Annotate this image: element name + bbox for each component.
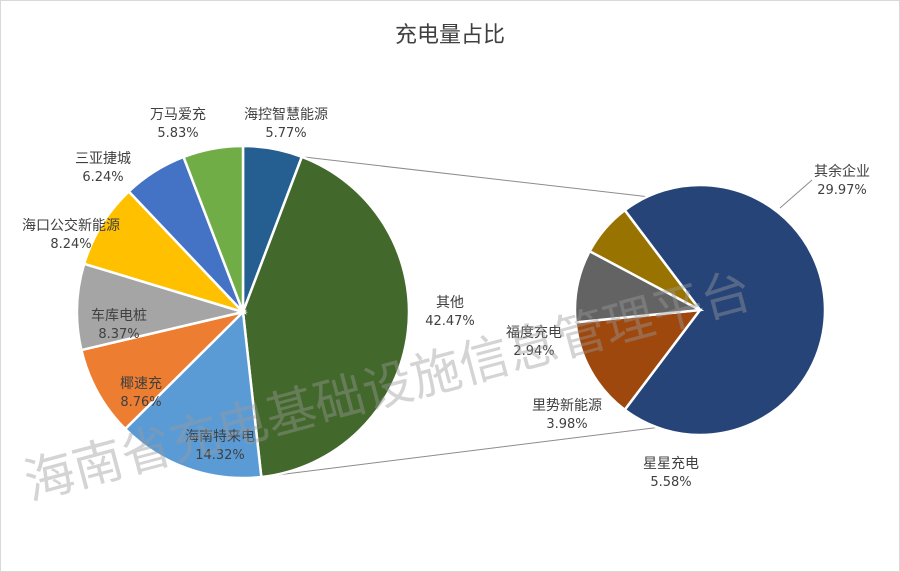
main-label-name-6: 三亚捷城	[75, 151, 131, 167]
secondary-label-name-2: 里势新能源	[532, 398, 602, 414]
connector-line-1	[261, 426, 658, 478]
main-label-name-4: 车库电桩	[91, 307, 147, 324]
secondary-label-pct-3: 2.94%	[513, 344, 554, 359]
main-label-pct-4: 8.37%	[98, 327, 139, 342]
main-slice-2	[123, 309, 263, 480]
main-slice-7	[181, 144, 245, 313]
data-labels: 海控智慧能源 5.77% 其他 42.47% 海南特来电 14.32% 椰速充 8.76% 车库…	[22, 107, 870, 490]
main-label-pct-1: 42.47%	[425, 314, 475, 329]
main-label-name-2: 海南特来电	[185, 429, 255, 445]
main-label-pct-0: 5.77%	[265, 126, 306, 141]
secondary-label-pct-2: 3.98%	[546, 417, 587, 432]
connector-lines	[261, 156, 658, 478]
leader-line-other-enterprises	[779, 179, 813, 209]
main-slice-5	[82, 189, 248, 315]
main-label-pct-2: 14.32%	[195, 448, 245, 463]
main-pie	[75, 144, 411, 480]
main-slice-4	[75, 262, 248, 352]
secondary-pie	[573, 183, 827, 437]
secondary-label-name-3: 福度充电	[506, 325, 562, 341]
connector-line-0	[301, 156, 648, 198]
secondary-label-pct-1: 5.58%	[650, 475, 691, 490]
secondary-label-name-0: 其余企业	[814, 163, 870, 180]
secondary-slice-0	[622, 183, 827, 437]
main-label-pct-5: 8.24%	[50, 237, 91, 252]
main-label-name-1: 其他	[436, 295, 464, 311]
secondary-label-pct-0: 29.97%	[817, 183, 867, 198]
secondary-slice-3	[587, 208, 701, 312]
secondary-label-name-1: 星星充电	[643, 456, 699, 472]
chart-title: 充电量占比	[395, 23, 505, 48]
main-label-pct-3: 8.76%	[120, 395, 161, 410]
main-slice-1	[241, 155, 411, 479]
secondary-slice-1	[574, 308, 703, 412]
main-label-pct-7: 5.83%	[157, 126, 198, 141]
main-label-name-7: 万马爱充	[150, 107, 206, 123]
main-label-name-0: 海控智慧能源	[244, 107, 328, 123]
main-label-pct-6: 6.24%	[82, 170, 123, 185]
main-label-name-3: 椰速充	[120, 376, 162, 392]
main-label-name-5: 海口公交新能源	[22, 217, 120, 234]
